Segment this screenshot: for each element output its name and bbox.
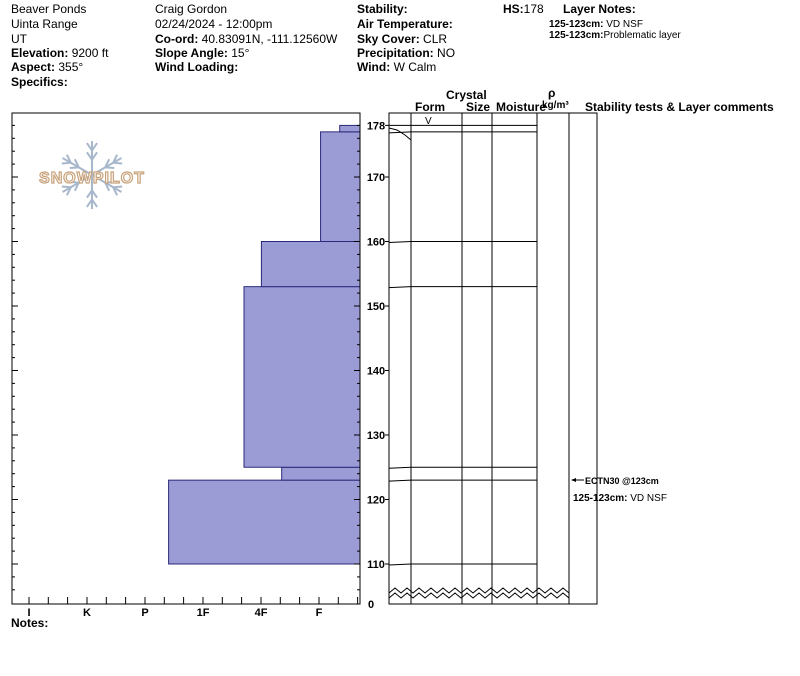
stability-comments-header: Stability tests & Layer comments: [585, 100, 774, 114]
layer-connector: [388, 479, 412, 482]
notes-label: Notes:: [11, 616, 49, 630]
crystal-header: Crystal: [446, 88, 487, 102]
coord-row: Co-ord: 40.83091N, -111.12560W: [155, 32, 338, 46]
wind-row: Wind: W Calm: [357, 60, 437, 74]
stability-test-label: ECTN30 @123cm: [585, 476, 659, 486]
layer-boundary-lines: [388, 124, 537, 566]
density-unit-header: kg/m³: [542, 100, 569, 111]
hardness-tick-label: 1F: [197, 607, 210, 619]
scale-break-icon: [388, 587, 570, 599]
slope-row: Slope Angle: 15°: [155, 46, 250, 60]
layer-connector: [388, 241, 412, 243]
layer-notes-title: Layer Notes:: [563, 2, 636, 16]
hardness-x-axis: I K P 1F 4F F: [27, 597, 359, 619]
hardness-tick-label: 4F: [255, 607, 268, 619]
air-temp-label: Air Temperature:: [357, 17, 453, 31]
hardness-bar-2: [281, 466, 361, 481]
layer-note-1: 125-123cm: VD NSF: [549, 19, 643, 30]
moisture-header: Moisture: [496, 100, 547, 114]
logo-text: SNOWPILOT: [39, 170, 145, 187]
hardness-tick-label: K: [83, 607, 91, 619]
hardness-bar-1: [168, 479, 361, 565]
depth-tick-label: 110: [367, 559, 385, 571]
snowflake-icon: [61, 141, 123, 209]
hardness-bar-5: [320, 131, 361, 243]
depth-axis: 110 120 130 140 150 160 170 178: [12, 120, 389, 591]
rho-header: ρ: [548, 86, 556, 100]
size-header: Size: [466, 100, 491, 114]
top-connector-line: [388, 127, 412, 141]
range-name: Uinta Range: [11, 17, 78, 31]
location-name: Beaver Ponds: [11, 2, 87, 16]
hs-row: HS:178: [503, 2, 544, 16]
depth-tick-label: 160: [367, 237, 385, 249]
depth-zero-label: 0: [368, 599, 374, 611]
depth-tick-label: 140: [367, 366, 385, 378]
layer-note-2: 125-123cm:Problematic layer: [549, 30, 681, 41]
observation-datetime: 02/24/2024 - 12:00pm: [155, 17, 273, 31]
aspect-row: Aspect: 355°: [11, 60, 84, 74]
sky-row: Sky Cover: CLR: [357, 32, 448, 46]
hardness-tick-label: F: [316, 607, 323, 619]
hardness-tick-label: P: [141, 607, 148, 619]
precip-row: Precipitation: NO: [357, 46, 456, 60]
elevation-row: Elevation: 9200 ft: [11, 46, 109, 60]
hardness-tick-label: I: [27, 607, 30, 619]
layer-connector: [388, 466, 412, 469]
hardness-bars: [168, 124, 361, 565]
hardness-bar-4: [260, 241, 361, 288]
wind-loading-label: Wind Loading:: [155, 60, 239, 74]
stability-test-marker: ECTN30 @123cm: [571, 476, 659, 486]
depth-tick-label: 150: [367, 301, 385, 313]
depth-tick-label: 120: [367, 495, 385, 507]
hardness-bar-3: [243, 286, 361, 468]
arrow-left-icon: [571, 478, 576, 482]
state-name: UT: [11, 32, 27, 46]
layer-columns-frame: [388, 112, 598, 605]
stability-label: Stability:: [357, 2, 408, 16]
hardness-bar-6: [339, 124, 361, 133]
form-symbol: V: [425, 116, 432, 127]
specifics-label: Specifics:: [11, 75, 68, 89]
observer-name: Craig Gordon: [155, 2, 228, 16]
stability-comment: 125-123cm: VD NSF: [573, 493, 667, 504]
form-header: Form: [415, 100, 445, 114]
layer-connector: [388, 286, 412, 289]
layer-connector: [388, 563, 412, 566]
depth-tick-label: 130: [367, 430, 385, 442]
snowpilot-logo: SNOWPILOT: [38, 141, 145, 209]
depth-tick-label: 178: [367, 120, 385, 132]
depth-tick-label: 170: [367, 172, 385, 184]
hardness-plot-frame: [11, 112, 361, 605]
